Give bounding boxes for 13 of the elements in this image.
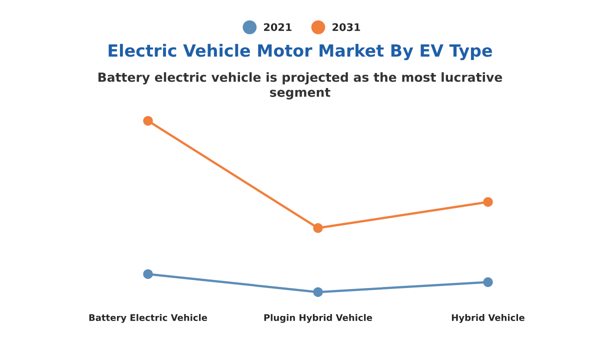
point bbox=[483, 277, 493, 288]
legend-label: 2021 bbox=[264, 23, 292, 32]
x-tick-label: Battery Electric Vehicle bbox=[89, 314, 208, 323]
x-tick-label: Plugin Hybrid Vehicle bbox=[264, 314, 372, 323]
point bbox=[483, 197, 493, 207]
chart-title: Electric Vehicle Motor Market By EV Type bbox=[108, 44, 492, 60]
chart-subtitle: Battery electric vehicle is projected as the most lucrative segment bbox=[98, 72, 502, 100]
point bbox=[143, 116, 153, 126]
point bbox=[313, 287, 323, 297]
point bbox=[143, 269, 153, 279]
legend-label: 2031 bbox=[332, 23, 360, 32]
point bbox=[313, 223, 323, 233]
x-tick-label: Hybrid Vehicle bbox=[452, 314, 524, 323]
